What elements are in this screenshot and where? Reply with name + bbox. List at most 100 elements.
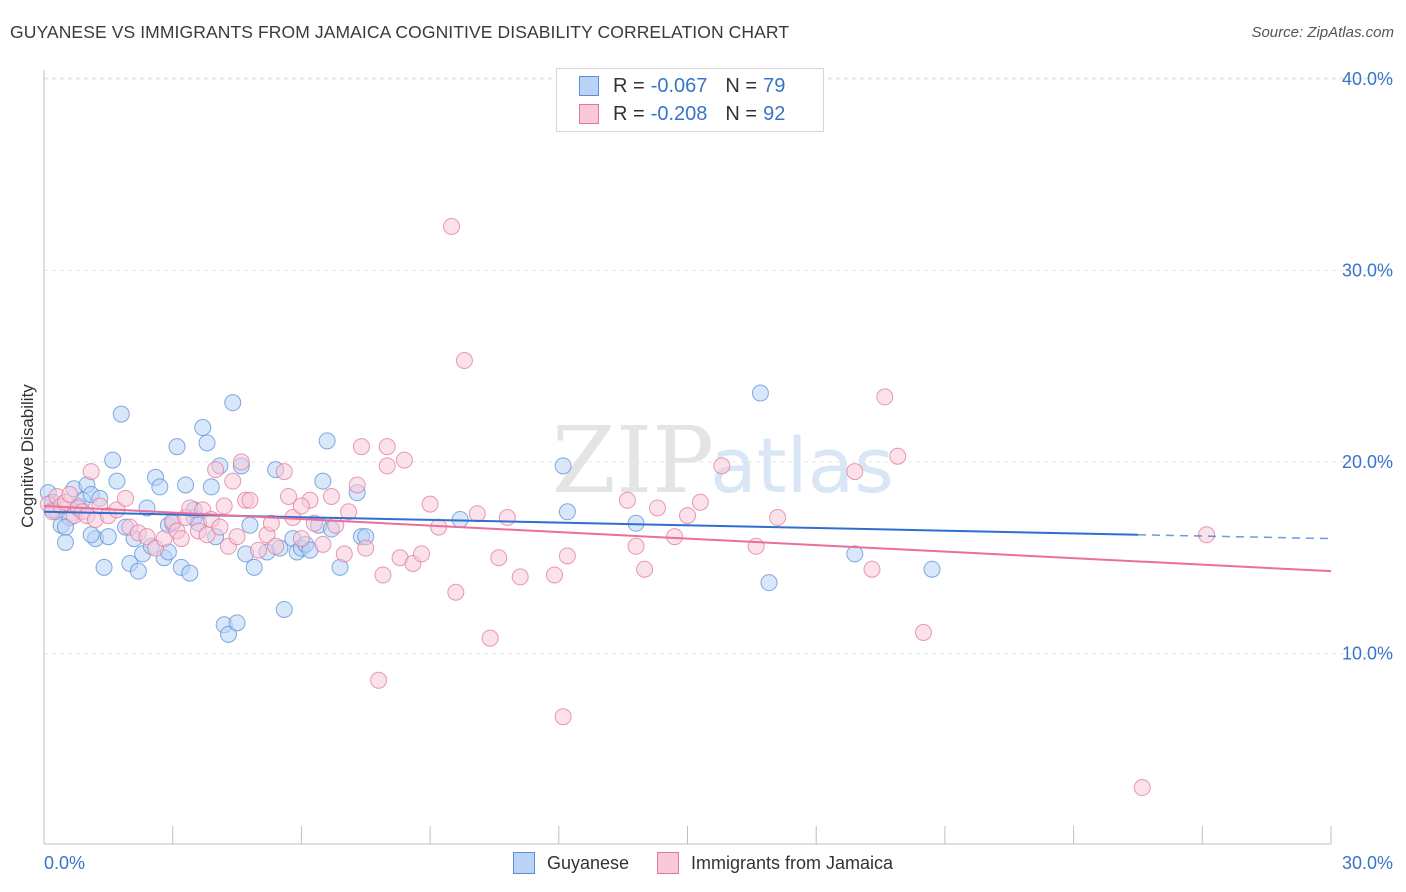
- jamaica-point: [769, 509, 787, 527]
- correlation-legend: R = -0.067 N = 79 R = -0.208 N = 92: [556, 68, 824, 132]
- jamaica-point: [648, 499, 666, 517]
- jamaica-point: [421, 495, 439, 513]
- jamaica-point: [378, 438, 396, 456]
- legend-swatch-blue: [579, 76, 599, 96]
- guyanese-point: [56, 533, 74, 551]
- jamaica-point: [228, 528, 246, 546]
- guyanese-point: [112, 405, 130, 423]
- chart-title: GUYANESE VS IMMIGRANTS FROM JAMAICA COGN…: [10, 22, 790, 42]
- guyanese-point: [228, 614, 246, 632]
- legend-row-jamaica: R = -0.208 N = 92: [557, 99, 785, 129]
- jamaica-point: [117, 489, 135, 507]
- guyanese-point: [56, 518, 74, 536]
- r-value: -0.208: [650, 102, 708, 125]
- y-axis-label: Cognitive Disability: [18, 384, 37, 528]
- jamaica-point: [232, 453, 250, 471]
- guyanese-trend-extension: [1137, 534, 1332, 540]
- jamaica-point: [352, 438, 370, 456]
- guyanese-point: [202, 478, 220, 496]
- legend-item-guyanese[interactable]: Guyanese: [512, 852, 629, 874]
- guyanese-point: [151, 478, 169, 496]
- guyanese-point: [168, 438, 186, 456]
- y-tick-label: 30.0%: [1342, 261, 1393, 281]
- jamaica-point: [335, 545, 353, 563]
- legend-swatch-pink: [579, 104, 599, 124]
- jamaica-point: [490, 549, 508, 567]
- jamaica-point: [395, 451, 413, 469]
- jamaica-point: [627, 537, 645, 555]
- jamaica-point: [138, 528, 156, 546]
- x-tick-label: 30.0%: [1342, 853, 1393, 873]
- y-tick-label: 40.0%: [1342, 69, 1393, 89]
- guyanese-point: [95, 558, 113, 576]
- jamaica-point: [340, 503, 358, 521]
- guyanese-point: [245, 558, 263, 576]
- jamaica-point: [378, 457, 396, 475]
- jamaica-point: [82, 463, 100, 481]
- guyanese-point: [198, 434, 216, 452]
- guyanese-point: [751, 384, 769, 402]
- guyanese-point: [108, 472, 126, 490]
- jamaica-point: [61, 486, 79, 504]
- jamaica-point: [292, 497, 310, 515]
- jamaica-point: [413, 545, 431, 563]
- legend-item-jamaica[interactable]: Immigrants from Jamaica: [657, 852, 893, 874]
- jamaica-point: [267, 537, 285, 555]
- jamaica-point: [322, 487, 340, 505]
- guyanese-point: [318, 432, 336, 450]
- jamaica-point: [443, 217, 461, 235]
- legend-row-guyanese: R = -0.067 N = 79: [557, 71, 785, 101]
- jamaica-point: [455, 352, 473, 370]
- jamaica-point: [846, 463, 864, 481]
- jamaica-point: [292, 530, 310, 548]
- guyanese-point: [181, 564, 199, 582]
- jamaica-point: [1133, 779, 1151, 797]
- guyanese-point: [760, 574, 778, 592]
- guyanese-point: [194, 419, 212, 437]
- jamaica-trend-line: [43, 505, 1332, 573]
- series-legend: Guyanese Immigrants from Jamaica: [0, 852, 1406, 874]
- jamaica-point: [172, 530, 190, 548]
- guyanese-point: [241, 516, 259, 534]
- jamaica-point: [314, 535, 332, 553]
- jamaica-point: [211, 518, 229, 536]
- jamaica-point: [215, 497, 233, 515]
- guyanese-point: [224, 394, 242, 412]
- jamaica-point: [914, 623, 932, 641]
- jamaica-point: [357, 539, 375, 557]
- jamaica-point: [636, 560, 654, 578]
- jamaica-point: [618, 491, 636, 509]
- jamaica-point: [691, 493, 709, 511]
- r-label: R =: [613, 102, 645, 125]
- guyanese-point: [923, 560, 941, 578]
- r-value: -0.067: [650, 74, 708, 97]
- jamaica-point: [348, 476, 366, 494]
- guyanese-point: [82, 526, 100, 544]
- guyanese-point: [846, 545, 864, 563]
- y-tick-label: 20.0%: [1342, 452, 1393, 472]
- jamaica-point: [679, 507, 696, 525]
- jamaica-point: [280, 487, 298, 505]
- jamaica-point: [558, 547, 576, 565]
- guyanese-point: [99, 528, 117, 546]
- jamaica-point: [511, 568, 529, 586]
- jamaica-point: [863, 560, 881, 578]
- jamaica-point: [241, 491, 259, 509]
- legend-swatch-pink: [657, 852, 679, 874]
- jamaica-point: [262, 514, 280, 532]
- jamaica-point: [224, 472, 242, 490]
- guyanese-point: [104, 451, 122, 469]
- n-label: N =: [725, 102, 758, 125]
- guyanese-point: [177, 476, 195, 494]
- r-label: R =: [613, 74, 645, 97]
- jamaica-point: [713, 457, 731, 475]
- legend-swatch-blue: [512, 852, 535, 874]
- y-tick-label: 10.0%: [1342, 644, 1393, 664]
- jamaica-point: [876, 388, 894, 406]
- jamaica-point: [250, 541, 267, 559]
- guyanese-point: [554, 457, 572, 475]
- guyanese-point: [129, 562, 147, 580]
- jamaica-point: [554, 708, 572, 726]
- guyanese-point: [558, 503, 576, 521]
